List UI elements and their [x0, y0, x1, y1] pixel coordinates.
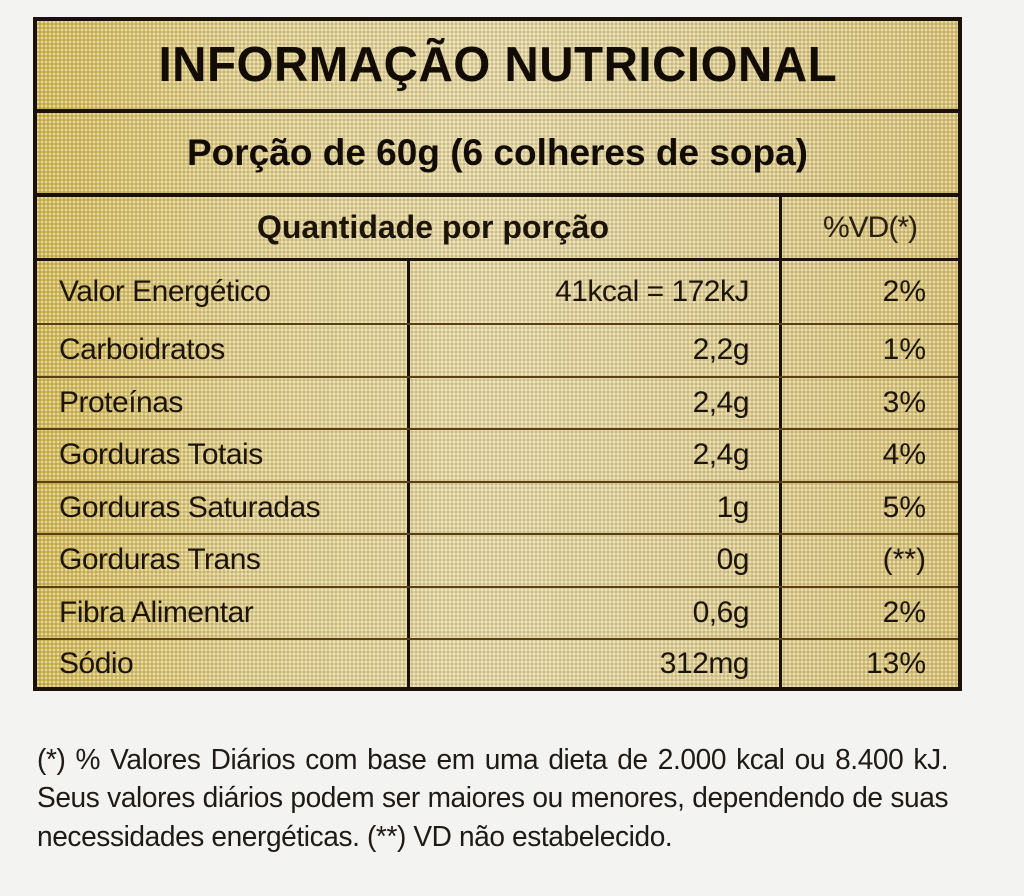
nutrient-row-trans-fat: Gorduras Trans 0g (**) — [37, 535, 958, 588]
nutrient-name: Carboidratos — [37, 325, 410, 376]
nutrient-daily-value: (**) — [882, 543, 926, 577]
nutrient-daily-value: 2% — [882, 275, 926, 308]
nutrient-name: Proteínas — [37, 377, 410, 428]
nutrient-daily-value: 13% — [865, 647, 926, 680]
nutrient-row-saturated-fat: Gorduras Saturadas 1g 5% — [37, 482, 958, 535]
nutrient-daily-value: 1% — [882, 333, 926, 367]
nutrient-amount: 2,4g — [410, 377, 782, 428]
serving-size: Porção de 60g (6 colheres de sopa) — [187, 132, 808, 173]
nutrient-daily-value: 5% — [882, 490, 926, 524]
nutrient-row-sodium: Sódio 312mg 13% — [37, 640, 958, 688]
header-daily-value: %VD(*) — [822, 210, 918, 244]
nutrient-name: Fibra Alimentar — [37, 587, 410, 638]
nutrient-row-carbohydrates: Carboidratos 2,2g 1% — [37, 325, 958, 378]
nutrient-amount: 312mg — [410, 640, 782, 688]
column-header-row: Quantidade por porção %VD(*) — [37, 197, 958, 261]
nutrient-amount: 2,4g — [410, 430, 782, 481]
nutrient-amount: 0g — [410, 535, 782, 586]
nutrient-daily-value: 4% — [882, 438, 926, 472]
nutrient-name: Gorduras Totais — [37, 430, 410, 481]
nutrition-facts-label: INFORMAÇÃO NUTRICIONAL Porção de 60g (6 … — [33, 17, 962, 691]
nutrient-name: Valor Energético — [37, 261, 410, 323]
nutrient-table: Valor Energético 41kcal = 172kJ 2% Carbo… — [37, 261, 958, 688]
nutrient-name: Gorduras Saturadas — [37, 482, 410, 533]
nutrient-daily-value: 3% — [882, 385, 926, 419]
nutrient-row-dietary-fiber: Fibra Alimentar 0,6g 2% — [37, 587, 958, 640]
nutrient-row-proteins: Proteínas 2,4g 3% — [37, 377, 958, 430]
nutrient-amount: 41kcal = 172kJ — [410, 261, 782, 323]
nutrient-amount: 1g — [410, 482, 782, 533]
nutrient-name: Sódio — [37, 640, 410, 688]
daily-value-footnote: (*) % Valores Diários com base em uma di… — [37, 743, 949, 853]
nutrient-amount: 2,2g — [410, 325, 782, 376]
nutrient-daily-value: 2% — [882, 595, 926, 629]
nutrient-name: Gorduras Trans — [37, 535, 410, 586]
nutrient-amount: 0,6g — [410, 587, 782, 638]
label-title: INFORMAÇÃO NUTRICIONAL — [158, 38, 837, 92]
header-quantity-per-serving: Quantidade por porção — [37, 197, 782, 258]
nutrient-row-energy: Valor Energético 41kcal = 172kJ 2% — [37, 261, 958, 325]
serving-row: Porção de 60g (6 colheres de sopa) — [37, 113, 958, 197]
title-row: INFORMAÇÃO NUTRICIONAL — [37, 21, 958, 113]
nutrient-row-total-fat: Gorduras Totais 2,4g 4% — [37, 430, 958, 483]
